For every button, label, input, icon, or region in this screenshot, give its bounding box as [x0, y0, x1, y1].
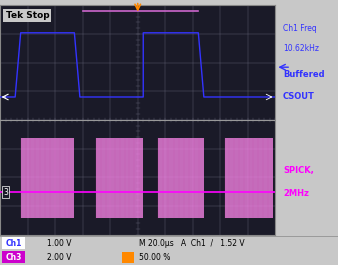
Text: 2MHz: 2MHz — [283, 189, 309, 198]
Bar — [122, 251, 134, 263]
Bar — [2, 237, 25, 249]
Text: 10.62kHz: 10.62kHz — [283, 44, 319, 53]
Text: Tek Stop: Tek Stop — [5, 11, 49, 20]
Text: CSOUT: CSOUT — [283, 92, 315, 101]
Text: M 20.0μs   A  Ch1  /   1.52 V: M 20.0μs A Ch1 / 1.52 V — [139, 238, 244, 248]
Text: Ch1 Freq: Ch1 Freq — [283, 24, 317, 33]
Bar — [159, 138, 204, 218]
Bar — [96, 138, 143, 218]
Text: Ch3: Ch3 — [5, 253, 22, 262]
Bar — [2, 251, 25, 263]
Text: 2.00 V: 2.00 V — [47, 253, 72, 262]
Text: 3: 3 — [3, 188, 8, 197]
Text: 1.00 V: 1.00 V — [47, 238, 72, 248]
Bar — [224, 138, 273, 218]
Text: Buffered: Buffered — [283, 70, 324, 78]
Bar — [21, 138, 74, 218]
Text: 50.00 %: 50.00 % — [139, 253, 170, 262]
Text: Ch1: Ch1 — [5, 238, 22, 248]
Text: SPICK,: SPICK, — [283, 166, 314, 175]
